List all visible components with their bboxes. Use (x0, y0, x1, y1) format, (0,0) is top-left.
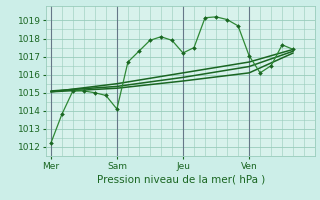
X-axis label: Pression niveau de la mer( hPa ): Pression niveau de la mer( hPa ) (97, 175, 265, 185)
